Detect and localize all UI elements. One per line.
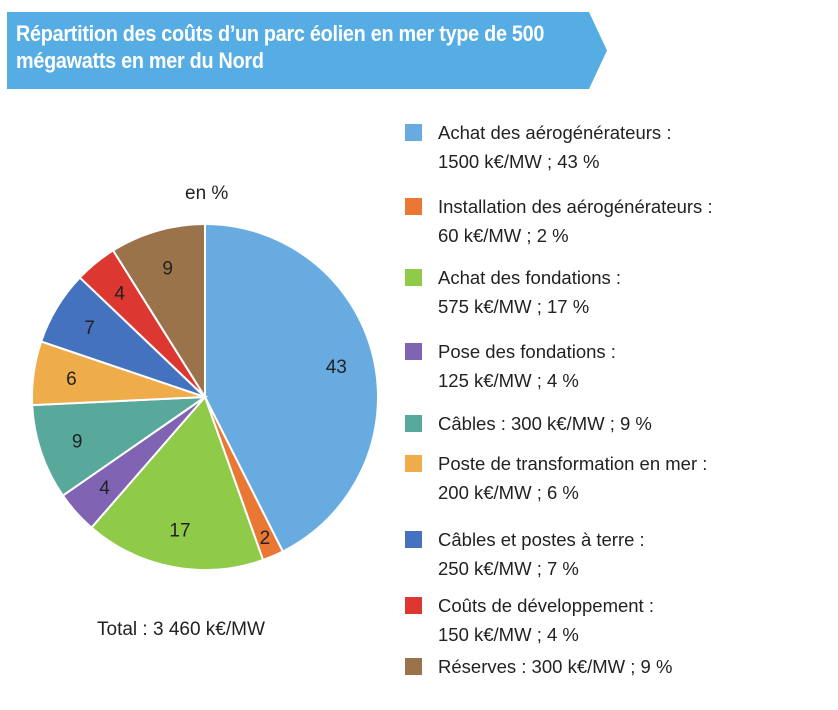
pie-slice — [31, 395, 209, 498]
legend-swatch — [405, 343, 422, 360]
legend-text: Réserves : 300 k€/MW ; 9 % — [438, 656, 673, 677]
legend-text: Achat des fondations : — [438, 267, 622, 288]
legend-item: Poste de transformation en mer : 200 k€/M… — [405, 449, 707, 507]
legend-item: Installation des aérogénérateurs : 60 k€/… — [405, 192, 713, 250]
legend-text: Câbles et postes à terre : — [438, 529, 645, 550]
legend-text: 200 k€/MW ; 6 % — [438, 482, 579, 503]
slice-value-label: 4 — [114, 283, 125, 304]
legend-text: Poste de transformation en mer : — [438, 453, 708, 474]
total-label: Total : 3 460 k€/MW — [97, 619, 265, 640]
legend-text: 575 k€/MW ; 17 % — [438, 296, 590, 317]
slice-value-label: 7 — [84, 318, 95, 339]
legend-text: Câbles : 300 k€/MW ; 9 % — [438, 413, 652, 434]
legend-item: Câbles : 300 k€/MW ; 9 % — [405, 409, 652, 438]
legend-item: Achat des aérogénérateurs : 1500 k€/MW ; … — [405, 118, 671, 176]
legend-swatch — [405, 455, 422, 472]
legend-item: Câbles et postes à terre : 250 k€/MW ; 7 … — [405, 525, 645, 583]
legend-item: Coûts de développement : 150 k€/MW ; 4 % — [405, 591, 654, 649]
legend-swatch — [405, 531, 422, 548]
pie-slice — [111, 222, 206, 401]
legend-text: 1500 k€/MW ; 43 % — [438, 151, 600, 172]
legend-swatch — [405, 269, 422, 286]
chart-title: Répartition des coûts d’un parc éolien e… — [16, 21, 545, 73]
legend-text: Installation des aérogénérateurs : — [438, 196, 713, 217]
legend-swatch — [405, 658, 422, 675]
slice-value-label: 2 — [260, 528, 271, 549]
slice-value-label: 9 — [72, 431, 83, 452]
legend-item: Pose des fondations : 125 k€/MW ; 4 % — [405, 337, 616, 395]
legend-swatch — [405, 415, 422, 432]
legend-swatch — [405, 198, 422, 215]
legend-text: Achat des aérogénérateurs : — [438, 122, 672, 143]
legend-text: Coûts de développement : — [438, 595, 654, 616]
slice-value-label: 6 — [66, 369, 77, 390]
legend-swatch — [405, 597, 422, 614]
chart-title-banner: Répartition des coûts d’un parc éolien e… — [7, 12, 607, 89]
slice-value-label: 9 — [162, 258, 173, 279]
legend-swatch — [405, 124, 422, 141]
legend-text: 60 k€/MW ; 2 % — [438, 225, 569, 246]
legend-item: Achat des fondations : 575 k€/MW ; 17 % — [405, 263, 621, 321]
pie-slice — [90, 395, 265, 571]
slice-value-label: 43 — [326, 357, 347, 378]
legend-item: Réserves : 300 k€/MW ; 9 % — [405, 652, 672, 681]
legend-text: 150 k€/MW ; 4 % — [438, 624, 579, 645]
legend-text: Pose des fondations : — [438, 341, 616, 362]
slice-value-label: 4 — [99, 478, 110, 499]
pie-slice — [204, 222, 379, 553]
legend-text: 125 k€/MW ; 4 % — [438, 370, 579, 391]
unit-label: en % — [185, 183, 229, 204]
legend-text: 250 k€/MW ; 7 % — [438, 558, 579, 579]
slice-value-label: 17 — [169, 521, 190, 542]
